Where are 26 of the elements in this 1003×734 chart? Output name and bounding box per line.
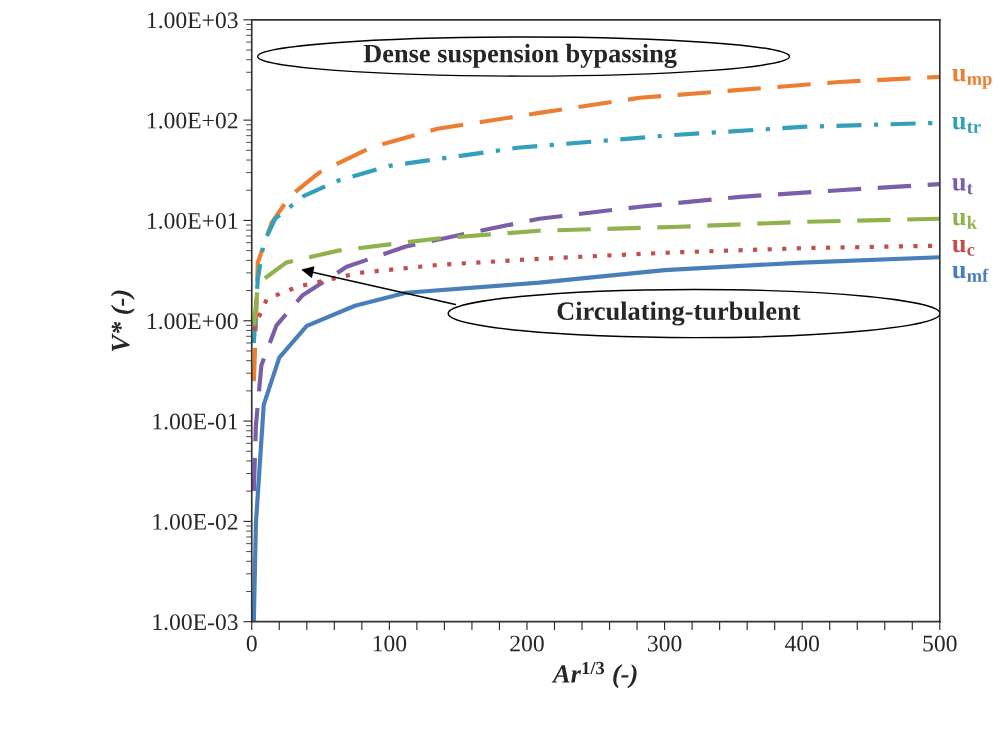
series-label: u$_{mp}$: [952, 69, 992, 89]
y-tick-label: 1.00E+02: [147, 112, 238, 129]
series-label: u$_{mf}$: [952, 265, 989, 282]
annotation: Circulating-turbulent: [557, 301, 801, 326]
x-axis-title: Ar$^{1/3}$ (-): [551, 661, 637, 689]
series-label: u$_{t}$: [952, 178, 973, 195]
x-tick-label: 200: [510, 635, 544, 652]
annotation: Dense suspension bypassing: [363, 43, 677, 68]
x-tick-label: 100: [373, 635, 407, 652]
x-tick-label: 0: [246, 635, 257, 652]
line-series: [251, 216, 940, 328]
y-axis-title: V* (-): [110, 290, 135, 352]
y-tick-label: 1.00E-03: [153, 614, 238, 631]
x-tick-label: 500: [923, 635, 957, 652]
series-label: u$_{tr}$: [952, 117, 981, 133]
y-tick-label: 1.00E-02: [153, 513, 238, 530]
y-tick-label: 1.00E+03: [147, 12, 238, 29]
series-label: u$_{k}$: [952, 212, 977, 229]
y-tick-label: 1.00E-01: [153, 413, 238, 430]
y-tick-label: 1.00E+00: [147, 313, 238, 330]
y-tick-label: 1.00E+01: [147, 212, 238, 229]
x-tick-label: 300: [648, 635, 682, 652]
x-tick-label: 400: [784, 635, 820, 652]
line-series: [251, 182, 940, 494]
line-series: [251, 74, 940, 384]
series-label: u$_{c}$: [952, 239, 975, 256]
